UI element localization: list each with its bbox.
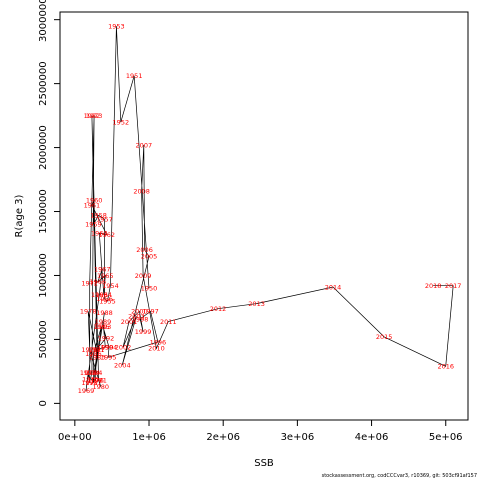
point-label: 1985 bbox=[93, 323, 110, 331]
point-label: 1979 bbox=[81, 346, 98, 354]
point-label: 1968 bbox=[91, 291, 108, 299]
point-label: 1989 bbox=[95, 318, 112, 326]
point-label: 1991 bbox=[88, 346, 105, 354]
point-label: 2009 bbox=[135, 272, 152, 280]
point-label: 1962 bbox=[98, 231, 115, 239]
point-label: 2013 bbox=[248, 300, 265, 308]
y-tick-label: 3000000 bbox=[38, 0, 49, 42]
x-tick-label: 0e+00 bbox=[58, 432, 92, 443]
point-label: 1994 bbox=[101, 343, 118, 351]
point-label: 1956 bbox=[96, 295, 113, 303]
y-tick-label: 0 bbox=[38, 400, 49, 406]
point-label: 1977 bbox=[88, 346, 105, 354]
point-label: 1995 bbox=[100, 354, 117, 362]
series-line bbox=[85, 26, 454, 391]
point-label: 2012 bbox=[210, 305, 227, 313]
point-label: 1957 bbox=[96, 215, 113, 223]
point-label: 1960 bbox=[86, 196, 103, 204]
point-label: 2010 bbox=[148, 345, 165, 353]
point-label: 1980 bbox=[93, 383, 110, 391]
point-label: 2000 bbox=[131, 308, 148, 316]
point-label: 1986 bbox=[85, 350, 102, 358]
y-tick-label: 1000000 bbox=[38, 253, 49, 298]
point-label: 1972 bbox=[81, 279, 98, 287]
x-tick-label: 4e+06 bbox=[355, 432, 389, 443]
y-tick-label: 500000 bbox=[38, 320, 49, 358]
point-label: 2003 bbox=[128, 313, 145, 321]
point-label: 1999 bbox=[135, 328, 152, 336]
point-label: 1969 bbox=[78, 387, 95, 395]
point-label: 2008 bbox=[133, 187, 150, 195]
point-label: 1988 bbox=[96, 309, 113, 317]
point-label: 1964 bbox=[95, 291, 112, 299]
y-axis: 0 500000 1000000 1500000 2000000 2500000 30000… bbox=[38, 0, 60, 407]
point-label: 2001 bbox=[121, 318, 138, 326]
point-label: 1966 bbox=[90, 278, 107, 286]
x-tick-label: 5e+06 bbox=[429, 432, 463, 443]
x-tick-label: 3e+06 bbox=[281, 432, 315, 443]
x-axis: 0e+00 1e+06 2e+06 3e+06 4e+06 5e+06 bbox=[58, 420, 463, 443]
point-label: 1954 bbox=[102, 282, 119, 290]
point-label: 1981 bbox=[90, 377, 107, 385]
point-label: 1963 bbox=[91, 230, 108, 238]
plot-frame bbox=[59, 11, 469, 421]
x-tick-label: 1e+06 bbox=[132, 432, 166, 443]
point-label: 1971 bbox=[81, 379, 98, 387]
point-label: 2011 bbox=[160, 318, 177, 326]
point-label: 2015 bbox=[376, 333, 393, 341]
x-axis-title: SSB bbox=[254, 458, 274, 469]
point-label: 1950 bbox=[141, 285, 158, 293]
point-label: 1951 bbox=[126, 72, 143, 80]
point-label: 1983 bbox=[89, 354, 106, 362]
point-label: 1961 bbox=[84, 201, 101, 209]
point-label: 1978 bbox=[80, 308, 97, 316]
point-label: 1973 bbox=[86, 112, 103, 120]
point-label: 1993 bbox=[95, 323, 112, 331]
point-label: 1976 bbox=[87, 377, 104, 385]
y-tick-label: 1500000 bbox=[38, 189, 49, 234]
point-label: 2018 bbox=[425, 282, 442, 290]
y-axis-title: R(age 3) bbox=[14, 194, 25, 237]
point-label: 1958 bbox=[90, 212, 107, 220]
y-tick-label: 2500000 bbox=[38, 61, 49, 106]
point-label: 2016 bbox=[437, 363, 454, 371]
footer-caption: stockassessment.org, codCCCvar3, r10369,… bbox=[321, 473, 477, 479]
point-label: 2005 bbox=[141, 253, 158, 261]
point-label: 1984 bbox=[86, 369, 103, 377]
point-label: 1982 bbox=[84, 112, 101, 120]
point-label: 2006 bbox=[136, 246, 153, 254]
point-label: 2017 bbox=[445, 282, 462, 290]
point-label: 1953 bbox=[108, 22, 125, 30]
point-label: 1975 bbox=[82, 375, 99, 383]
point-label: 1998 bbox=[132, 315, 149, 323]
point-label: 1996 bbox=[150, 338, 167, 346]
point-label: 1959 bbox=[85, 221, 102, 229]
point-label: 1967 bbox=[94, 265, 111, 273]
point-label: 1974 bbox=[84, 369, 101, 377]
x-tick-label: 2e+06 bbox=[206, 432, 240, 443]
point-label: 1965 bbox=[97, 272, 114, 280]
point-label: 1987 bbox=[85, 379, 102, 387]
point-label: 2002 bbox=[115, 343, 132, 351]
point-label: 1952 bbox=[113, 118, 130, 126]
point-label: 1955 bbox=[99, 297, 116, 305]
y-tick-label: 2000000 bbox=[38, 125, 49, 170]
point-label: 1997 bbox=[142, 308, 159, 316]
point-label: 2004 bbox=[114, 361, 131, 369]
point-label: 2014 bbox=[325, 283, 342, 291]
point-label: 1992 bbox=[98, 334, 115, 342]
point-label: 1990 bbox=[97, 343, 114, 351]
point-label: 2007 bbox=[136, 141, 153, 149]
point-label: 1970 bbox=[80, 369, 97, 377]
